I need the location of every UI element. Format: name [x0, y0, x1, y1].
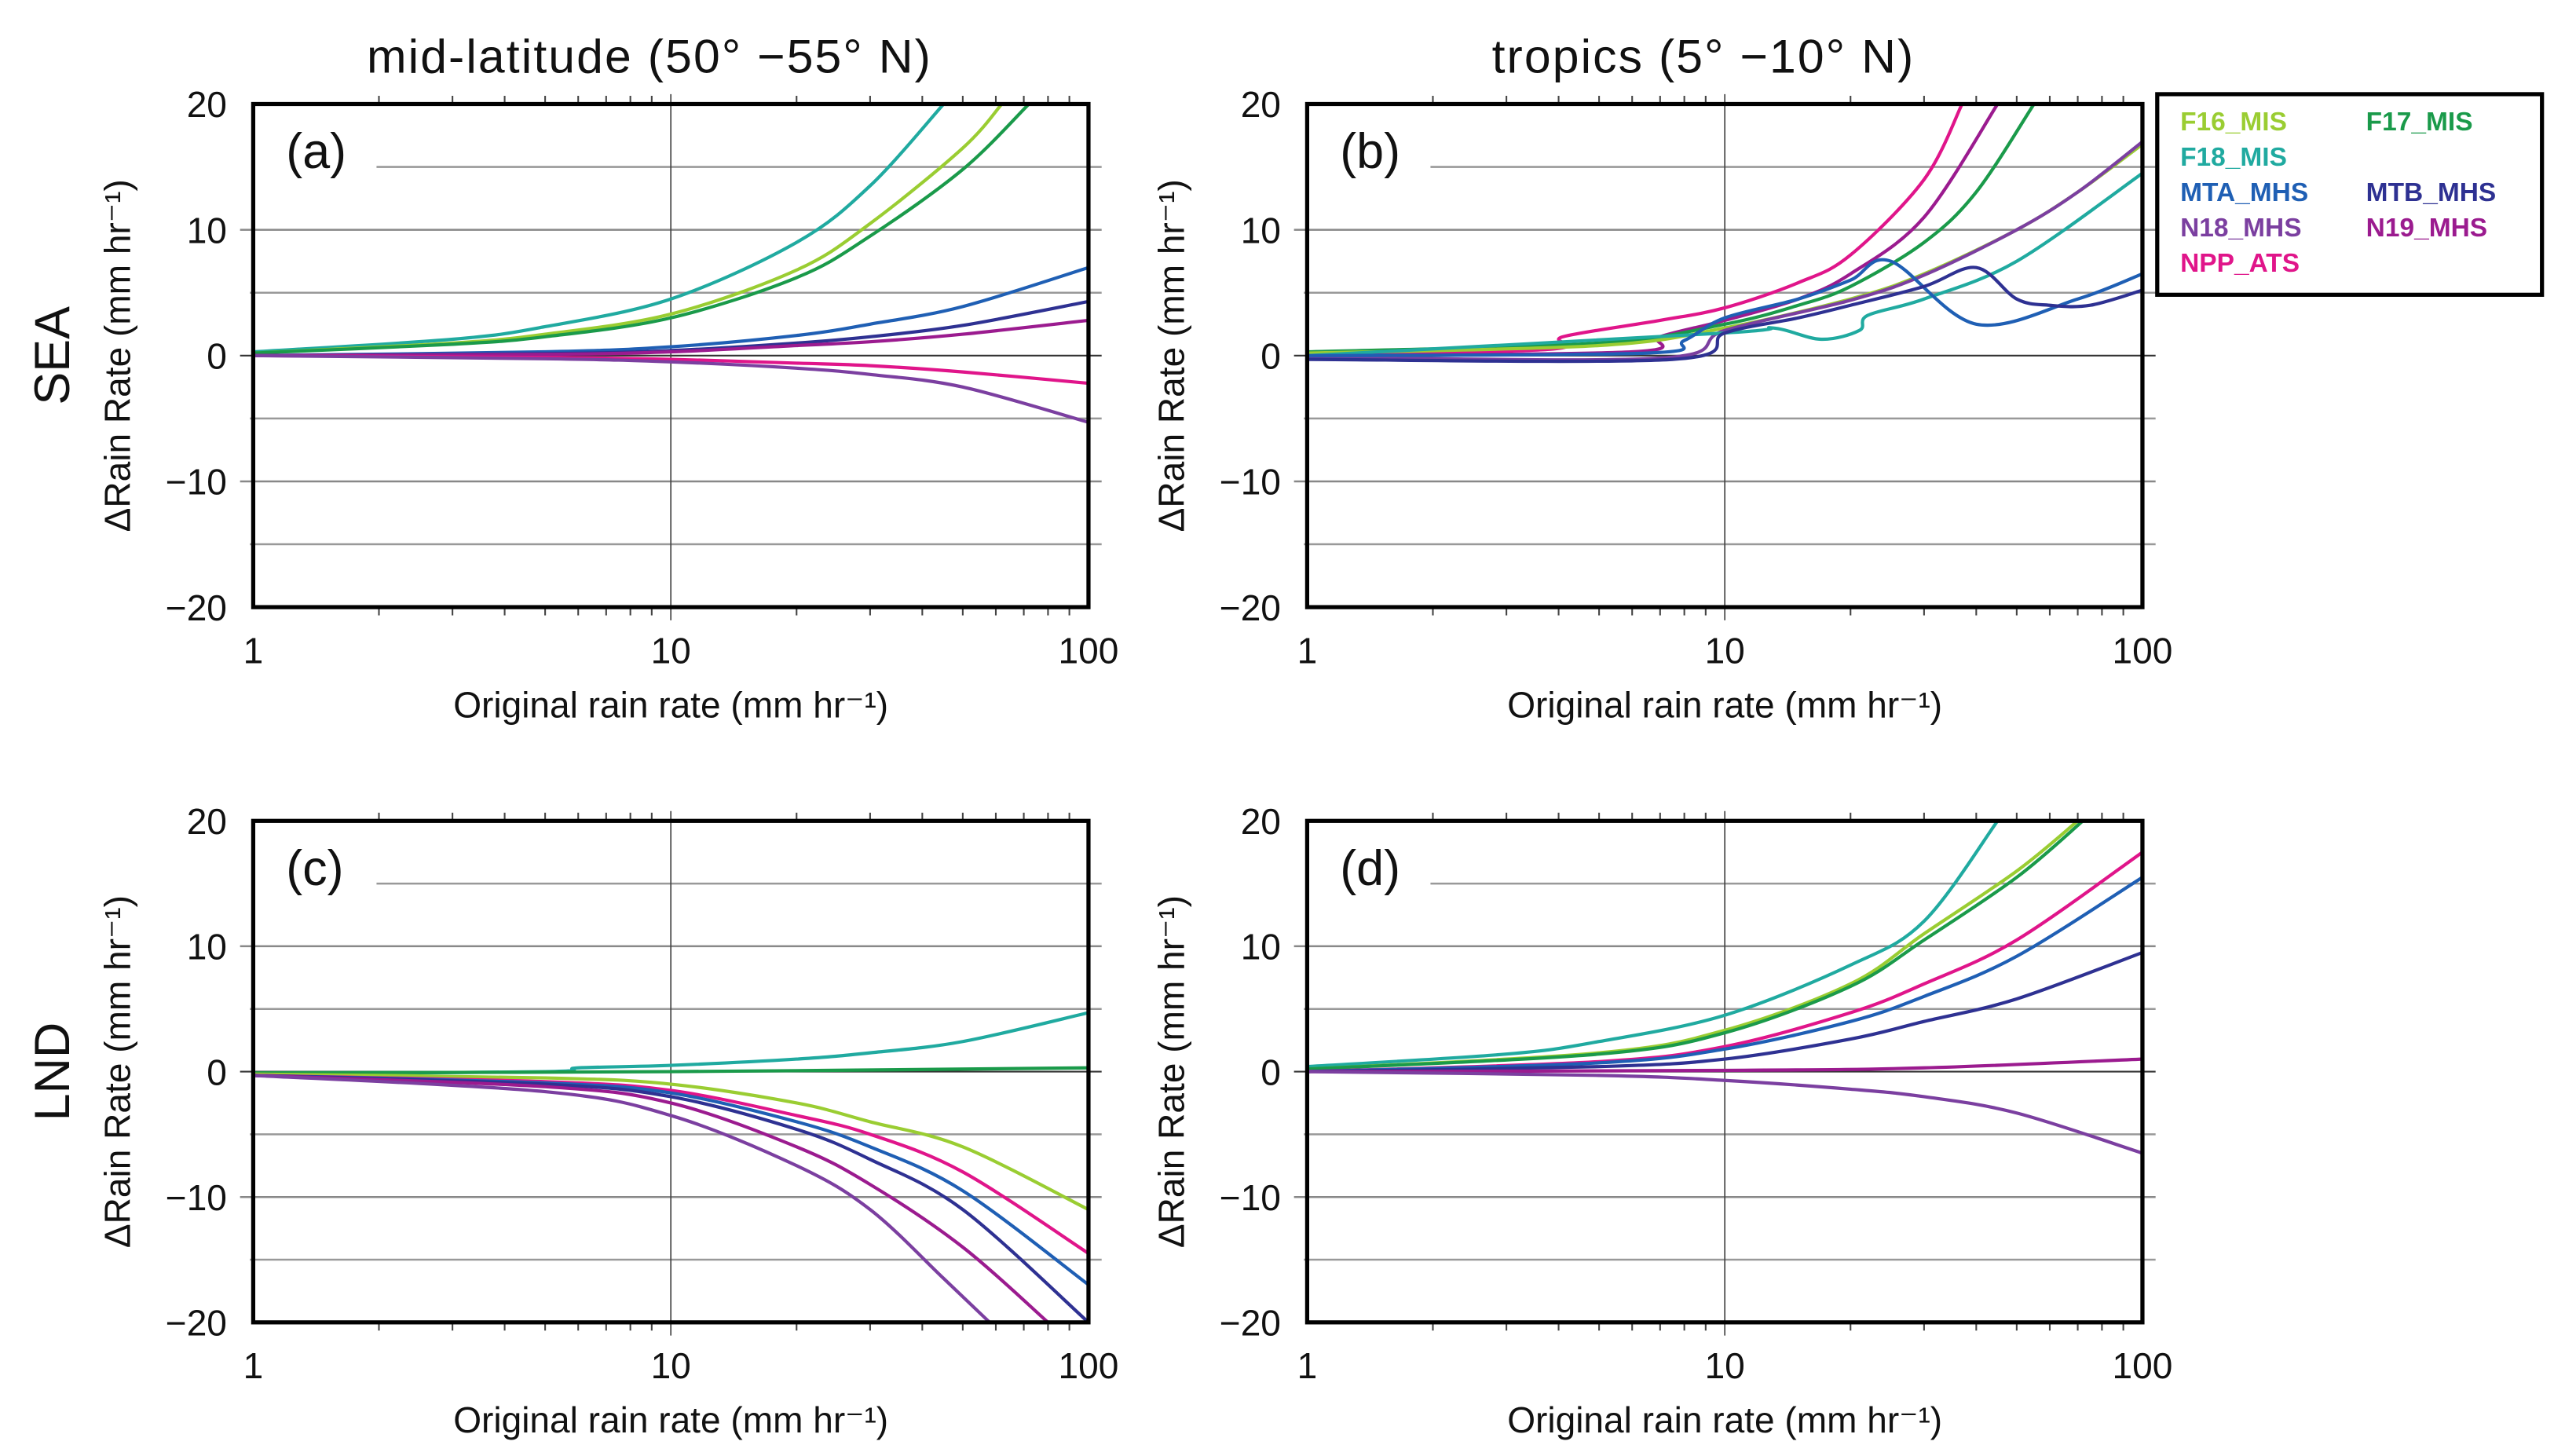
- y-tick-label: −20: [166, 587, 227, 628]
- series-n18-mhs: [253, 353, 1089, 424]
- series-f17-mis: [253, 1066, 1089, 1075]
- y-tick-label: 20: [187, 84, 227, 125]
- x-tick-label: 10: [651, 1345, 691, 1386]
- panel-title: mid-latitude (50° −55° N): [367, 30, 932, 83]
- y-tick-label: 20: [1241, 84, 1281, 125]
- plot-frame: [251, 818, 1091, 1325]
- x-tick-label: 100: [2113, 630, 2173, 671]
- series-n18-mhs: [253, 1074, 991, 1322]
- y-tick-label: −10: [166, 462, 227, 503]
- series-f18-mis: [253, 104, 946, 354]
- panel-label: (c): [286, 841, 343, 896]
- y-tick-label: −10: [1220, 462, 1281, 503]
- x-tick-label: 10: [1705, 630, 1745, 671]
- x-axis-label: Original rain rate (mm hr⁻¹): [1507, 1399, 1942, 1440]
- y-tick-label: 0: [1261, 1052, 1281, 1092]
- y-tick-label: −20: [166, 1303, 227, 1344]
- series-mta-mhs: [1307, 258, 2142, 357]
- panel-title: tropics (5° −10° N): [1492, 30, 1916, 83]
- series-group: [253, 1011, 1089, 1322]
- series-mta-mhs: [1307, 876, 2142, 1074]
- y-tick-label: −10: [166, 1177, 227, 1218]
- panel-label: (a): [286, 124, 346, 179]
- y-tick-label: 10: [1241, 927, 1281, 968]
- legend-item-f17-mis: F17_MIS: [2366, 108, 2473, 137]
- legend-item-n18-mhs: N18_MHS: [2180, 214, 2301, 243]
- x-tick-label: 100: [2113, 1345, 2173, 1386]
- y-axis-label: ΔRain Rate (mm hr⁻¹): [1151, 179, 1191, 532]
- y-axis-label: ΔRain Rate (mm hr⁻¹): [1151, 895, 1191, 1248]
- x-tick-label: 100: [1059, 630, 1119, 671]
- y-tick-label: 10: [1241, 210, 1281, 251]
- series-group: [1307, 104, 2142, 364]
- legend-item-f18-mis: F18_MIS: [2180, 143, 2287, 172]
- series-f16-mis: [1307, 821, 2079, 1071]
- series-mtb-mhs: [253, 1074, 1089, 1322]
- legend-item-f16-mis: F16_MIS: [2180, 108, 2287, 137]
- series-group: [1307, 821, 2142, 1155]
- legend-item-npp-ats: NPP_ATS: [2180, 249, 2300, 278]
- x-tick-label: 10: [651, 630, 691, 671]
- legend-item-mta-mhs: MTA_MHS: [2180, 178, 2308, 207]
- x-tick-label: 10: [1705, 1345, 1745, 1386]
- y-tick-label: 20: [1241, 801, 1281, 842]
- y-tick-label: 10: [187, 927, 227, 968]
- x-tick-label: 1: [243, 630, 264, 671]
- series-f18-mis: [1307, 171, 2142, 357]
- y-tick-label: 0: [1261, 336, 1281, 377]
- x-tick-label: 1: [243, 1345, 264, 1386]
- y-axis-label: ΔRain Rate (mm hr⁻¹): [97, 179, 137, 532]
- series-f16-mis: [253, 1072, 1089, 1212]
- series-n19-mhs: [253, 318, 1089, 357]
- x-tick-label: 1: [1297, 630, 1318, 671]
- legend-box: [2155, 92, 2545, 297]
- y-axis-label: ΔRain Rate (mm hr⁻¹): [97, 895, 137, 1248]
- y-tick-label: 20: [187, 801, 227, 842]
- plot-frame: [251, 101, 1091, 609]
- y-tick-label: 10: [187, 210, 227, 251]
- x-tick-label: 1: [1297, 1345, 1318, 1386]
- plot-frame: [1304, 818, 2145, 1325]
- y-tick-label: −20: [1220, 1303, 1281, 1344]
- legend-item-mtb-mhs: MTB_MHS: [2366, 178, 2497, 207]
- series-n19-mhs: [253, 1074, 1049, 1322]
- series-f16-mis: [253, 104, 1004, 355]
- x-axis-label: Original rain rate (mm hr⁻¹): [453, 684, 888, 725]
- y-tick-label: 0: [207, 1052, 227, 1092]
- series-mtb-mhs: [1307, 265, 2142, 364]
- legend: F16_MIS F17_MIS F18_MIS MTA_MHS MTB_MHS N18_M…: [2155, 92, 2545, 297]
- panel-label: (b): [1340, 124, 1400, 179]
- x-axis-label: Original rain rate (mm hr⁻¹): [1507, 684, 1942, 725]
- series-mtb-mhs: [1307, 950, 2142, 1074]
- series-n19-mhs: [1307, 1057, 2142, 1074]
- panel-label: (d): [1340, 841, 1400, 896]
- row-label: LND: [25, 1022, 80, 1121]
- legend-item-n19-mhs: N19_MHS: [2366, 214, 2487, 243]
- series-n18-mhs: [1307, 1070, 2142, 1155]
- y-tick-label: −20: [1220, 587, 1281, 628]
- series-npp-ats: [1307, 104, 1964, 357]
- row-label: SEA: [25, 306, 80, 405]
- series-f17-mis: [253, 104, 1030, 355]
- x-axis-label: Original rain rate (mm hr⁻¹): [453, 1399, 888, 1440]
- y-tick-label: 0: [207, 336, 227, 377]
- series-f17-mis: [1307, 104, 2036, 354]
- x-tick-label: 100: [1059, 1345, 1119, 1386]
- series-group: [253, 104, 1089, 424]
- series-f18-mis: [1307, 821, 2000, 1069]
- y-tick-label: −10: [1220, 1177, 1281, 1218]
- series-f17-mis: [1307, 821, 2084, 1071]
- plot-frame: [1304, 101, 2145, 609]
